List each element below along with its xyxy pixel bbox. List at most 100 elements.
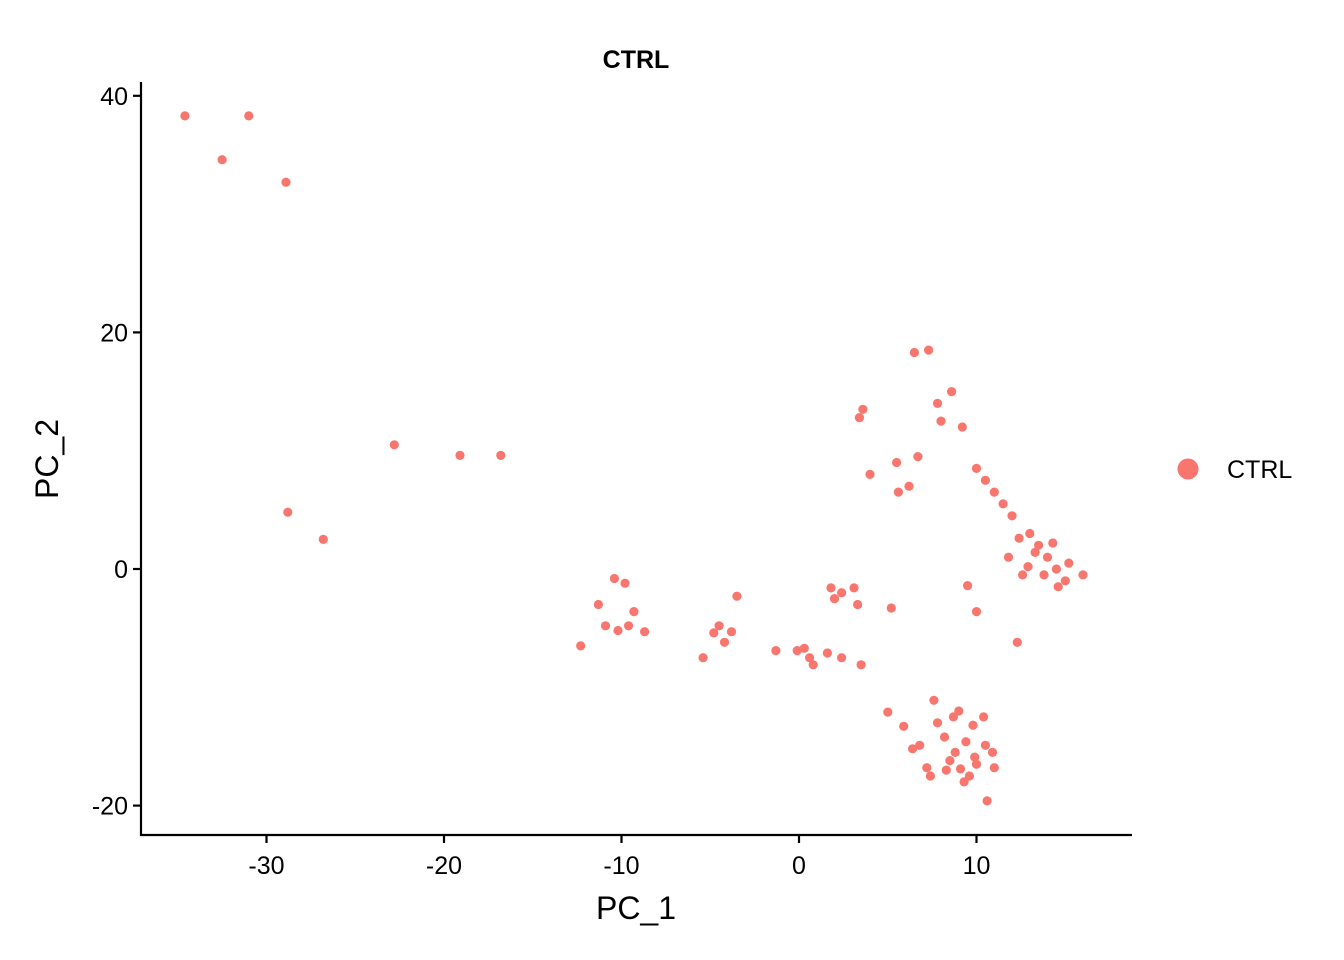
data-point [283,507,293,517]
data-point [904,481,914,491]
x-axis-ticks: -30 -20 -10 0 10 [248,835,990,880]
data-point [1018,570,1028,580]
data-point [1064,558,1074,568]
data-point [980,475,991,485]
data-point [948,712,959,722]
data-point [1042,552,1053,562]
data-point [1039,570,1049,580]
data-point [970,752,980,762]
data-point [913,452,923,462]
data-point [698,653,708,663]
data-point [971,463,982,473]
data-point [593,599,604,610]
data-point [989,487,999,497]
data-point [792,646,802,656]
data-point [600,621,611,631]
y-axis-ticks: -20 0 20 40 [92,83,141,821]
x-tick-label: 10 [963,852,991,880]
data-point [455,450,465,460]
data-point [1007,511,1017,521]
data-point [950,747,960,758]
data-point [964,771,975,781]
data-point [826,583,836,593]
y-tick-label: -20 [92,793,128,821]
data-point [1003,552,1014,562]
data-point [640,627,650,637]
data-point [971,759,982,769]
data-point [805,653,815,663]
data-point [886,603,896,613]
data-point [968,720,978,730]
data-point [945,756,955,766]
x-tick-label: 0 [792,852,806,880]
data-point [609,573,620,584]
data-point [496,450,506,460]
data-point [180,111,190,121]
data-point [947,387,957,397]
data-point [837,653,847,663]
data-point [892,457,902,468]
data-point [982,796,992,806]
data-point [1012,637,1022,647]
data-point [929,695,939,705]
x-tick-label: -10 [603,852,639,880]
data-point [924,345,934,355]
y-tick-label: 40 [100,83,128,111]
data-point [932,398,943,408]
x-tick-label: -30 [248,852,284,880]
data-point [922,763,932,773]
data-point [980,740,991,750]
data-point [989,763,999,773]
chart-title: CTRL [603,46,670,74]
data-point [925,771,936,781]
data-point [963,581,973,591]
data-point [822,648,833,658]
points-layer [180,111,1088,806]
data-point [318,534,328,545]
data-point [959,777,969,787]
y-tick-label: 20 [100,319,128,347]
data-point [719,637,730,647]
data-point [858,404,868,414]
data-point [1025,528,1035,539]
data-point [961,737,971,747]
data-point [732,591,742,601]
data-point [971,607,982,617]
data-point [915,740,925,750]
legend-swatch [1177,458,1199,480]
data-point [1023,562,1033,572]
data-point [281,177,291,187]
data-point [936,416,946,426]
data-point [908,744,918,754]
x-axis-title: PC_1 [596,890,676,926]
data-point [576,641,586,651]
data-point [613,625,623,636]
data-point [998,499,1008,509]
data-point [854,413,865,423]
data-point [932,718,943,728]
data-point [714,621,724,631]
data-point [853,599,863,610]
data-point [955,764,966,774]
data-point [883,707,893,717]
data-point [939,732,950,742]
data-point [1034,540,1044,550]
y-tick-label: 0 [114,556,128,584]
data-point [954,706,964,716]
data-point [1053,582,1063,592]
data-point [899,721,909,731]
data-point [893,487,904,497]
data-point [624,621,634,631]
data-point [1030,547,1040,558]
data-point [389,440,399,450]
data-point [941,765,951,775]
data-point [1014,533,1024,543]
data-point [771,646,781,656]
data-point [629,607,639,617]
data-point [856,660,866,670]
data-point [1048,538,1058,548]
legend: CTRL [1177,456,1292,484]
data-point [808,660,818,670]
y-axis-title: PC_2 [29,419,65,499]
